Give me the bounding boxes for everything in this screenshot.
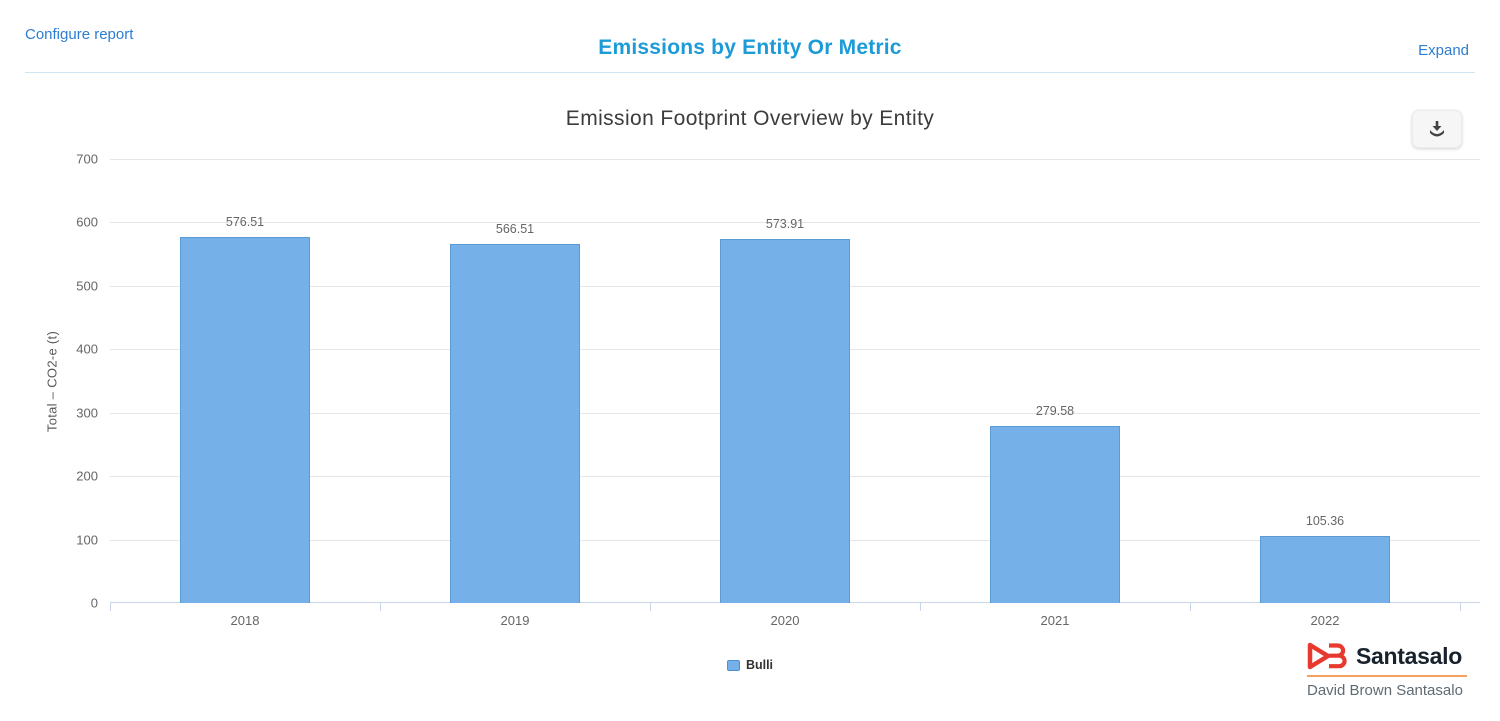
- x-axis-tick: [110, 603, 111, 611]
- legend-swatch-bulli[interactable]: [726, 659, 740, 671]
- y-tick-200: 200: [76, 468, 98, 484]
- legend-label-bulli[interactable]: Bulli: [745, 658, 774, 672]
- plot-area: 0 100 200 300 400 500 600 700 2018 2019 2020 2021 20…: [76, 152, 1480, 628]
- x-axis-tick: [380, 603, 381, 611]
- x-axis-tick: [920, 603, 921, 611]
- x-axis-tick: [1190, 603, 1191, 611]
- y-tick-300: 300: [76, 405, 98, 421]
- logo-text: Santasalo: [1356, 642, 1462, 669]
- y-tick-400: 400: [76, 341, 98, 357]
- logo-subtext: David Brown Santasalo: [1307, 682, 1463, 699]
- y-tick-100: 100: [76, 532, 98, 548]
- x-label-2021: 2021: [1040, 613, 1070, 628]
- expand-link[interactable]: Expand: [1418, 42, 1469, 59]
- bar-value-2018: 576.51: [225, 215, 265, 230]
- bar-2018[interactable]: [180, 237, 310, 603]
- db-logo-icon: [1307, 642, 1347, 670]
- bar-2019[interactable]: [450, 243, 580, 603]
- download-icon: [1430, 121, 1444, 137]
- bar-value-2020: 573.91: [765, 216, 805, 231]
- y-tick-0: 0: [90, 595, 98, 611]
- x-label-2020: 2020: [770, 613, 800, 628]
- gridline-600: [110, 222, 1480, 224]
- y-tick-500: 500: [76, 278, 98, 294]
- logo-divider: [1307, 675, 1467, 677]
- x-axis-tick: [1460, 603, 1461, 611]
- y-tick-600: 600: [76, 214, 98, 230]
- chart-title: Emission Footprint Overview by Entity: [565, 107, 935, 130]
- configure-report-link[interactable]: Configure report: [25, 26, 134, 43]
- y-tick-700: 700: [76, 151, 98, 167]
- x-axis-tick: [650, 603, 651, 611]
- x-label-2018: 2018: [230, 613, 260, 628]
- x-label-2022: 2022: [1310, 613, 1340, 628]
- x-label-2019: 2019: [500, 613, 530, 628]
- legend[interactable]: Bulli: [0, 658, 1500, 672]
- gridline-700: [110, 159, 1480, 160]
- page-title: Emissions by Entity Or Metric: [598, 36, 902, 59]
- y-axis-title: Total – CO2-e (t): [44, 330, 60, 433]
- bar-value-2022: 105.36: [1305, 514, 1345, 529]
- download-button[interactable]: [1412, 110, 1462, 148]
- bar-value-2021: 279.58: [1035, 403, 1075, 418]
- bar-value-2019: 566.51: [495, 221, 535, 236]
- bar-2021[interactable]: [990, 425, 1120, 603]
- bar-2022[interactable]: [1260, 536, 1390, 603]
- header-divider: [25, 72, 1475, 73]
- santasalo-logo: Santasalo David Brown Santasalo: [1307, 641, 1472, 699]
- bar-2020[interactable]: [720, 238, 850, 603]
